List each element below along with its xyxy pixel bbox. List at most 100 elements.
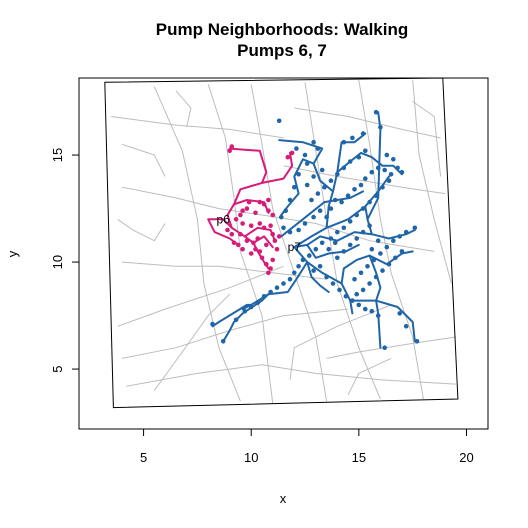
path-p6-4 xyxy=(207,218,240,246)
case-point-p7-79 xyxy=(403,229,409,235)
path-p7-12 xyxy=(222,293,270,343)
case-point-p7-71 xyxy=(352,276,357,282)
case-point-p6-19 xyxy=(238,231,243,237)
case-point-p7-81 xyxy=(399,249,405,254)
case-point-p6-22 xyxy=(253,246,258,252)
case-point-p7-66 xyxy=(375,313,381,318)
path-p7-18 xyxy=(306,261,330,293)
case-point-p6-25 xyxy=(231,240,237,246)
case-point-p6-15 xyxy=(261,225,267,231)
case-point-p7-4 xyxy=(315,146,321,151)
case-point-p7-54 xyxy=(242,309,248,314)
chart-title: Pump Neighborhoods: Walking xyxy=(156,20,408,39)
case-point-p6-23 xyxy=(257,249,263,254)
case-point-p6-29 xyxy=(264,261,269,267)
path-p7-0 xyxy=(293,175,390,249)
x-tick-label-2: 15 xyxy=(352,450,366,465)
case-point-p7-70 xyxy=(397,311,403,316)
case-point-p7-15 xyxy=(311,214,316,220)
case-point-p7-22 xyxy=(352,187,357,192)
pump-labels: p6 p7 xyxy=(217,212,302,254)
case-point-p6-37 xyxy=(255,236,260,241)
path-p6-3 xyxy=(228,147,268,184)
case-point-p7-91 xyxy=(360,131,366,136)
case-point-p7-115 xyxy=(311,268,316,273)
case-point-p7-89 xyxy=(341,139,347,145)
case-point-p6-26 xyxy=(240,246,245,252)
case-point-p6-4 xyxy=(266,197,271,203)
street-21 xyxy=(175,90,192,128)
case-point-p6-13 xyxy=(248,223,254,228)
street-6 xyxy=(207,84,274,404)
case-point-p7-20 xyxy=(339,199,344,205)
case-point-p6-0 xyxy=(227,148,232,154)
case-point-p7-43 xyxy=(307,253,312,258)
case-point-p7-85 xyxy=(373,274,379,280)
case-point-p7-42 xyxy=(313,246,319,252)
case-point-p7-84 xyxy=(380,268,385,273)
case-point-p7-117 xyxy=(332,240,338,246)
case-point-p7-65 xyxy=(369,309,375,314)
case-point-p7-118 xyxy=(369,246,375,252)
case-point-p7-1 xyxy=(294,146,299,151)
case-point-p7-50 xyxy=(268,289,273,295)
case-point-p7-111 xyxy=(354,236,360,241)
street-9 xyxy=(358,80,424,400)
case-point-p7-49 xyxy=(274,285,280,291)
case-point-p7-110 xyxy=(347,242,353,248)
case-point-p7-28 xyxy=(388,172,394,177)
y-tick-label-0: 5 xyxy=(50,365,65,372)
case-point-p6-3 xyxy=(285,154,291,160)
case-point-p6-10 xyxy=(238,212,243,218)
case-point-p7-8 xyxy=(287,197,293,203)
x-tick-label-1: 10 xyxy=(244,450,258,465)
case-point-p7-119 xyxy=(375,238,381,243)
case-point-p7-88 xyxy=(354,291,360,297)
path-p7-10 xyxy=(349,299,416,343)
case-point-p7-74 xyxy=(371,257,377,263)
case-point-p7-37 xyxy=(347,219,353,224)
case-point-p7-75 xyxy=(378,251,383,256)
case-point-p7-106 xyxy=(391,157,396,162)
case-point-p7-33 xyxy=(373,193,379,198)
x-tick-label-0: 5 xyxy=(140,450,147,465)
case-point-p7-39 xyxy=(335,229,340,235)
case-point-p6-2 xyxy=(289,150,295,156)
case-point-p7-67 xyxy=(382,345,388,351)
case-point-p7-41 xyxy=(319,240,325,246)
case-point-p7-78 xyxy=(397,234,403,239)
street-12 xyxy=(283,165,445,195)
case-point-p7-29 xyxy=(395,165,400,171)
street-0 xyxy=(111,116,284,139)
case-point-p6-34 xyxy=(276,234,282,239)
case-point-p7-46 xyxy=(292,270,297,276)
case-point-p7-36 xyxy=(354,212,360,218)
street-20 xyxy=(347,357,392,396)
street-18 xyxy=(121,143,166,177)
path-p6-2 xyxy=(233,151,294,206)
street-15 xyxy=(153,293,231,391)
street-7 xyxy=(250,84,328,402)
path-p6-0 xyxy=(222,218,270,270)
case-point-p6-35 xyxy=(225,227,230,233)
case-point-p7-12 xyxy=(287,229,293,235)
case-point-p7-58 xyxy=(324,274,329,280)
street-network xyxy=(111,80,456,404)
case-point-p7-6 xyxy=(296,172,301,177)
case-point-p6-40 xyxy=(253,210,258,216)
case-points xyxy=(210,109,420,351)
case-point-p7-73 xyxy=(365,264,370,269)
case-point-p7-30 xyxy=(399,169,405,175)
case-point-p7-104 xyxy=(311,174,316,179)
case-point-p7-0 xyxy=(276,118,282,124)
case-point-p7-95 xyxy=(356,154,362,160)
path-p7-17 xyxy=(323,190,365,204)
x-axis: 5 10 15 20 xyxy=(140,429,474,465)
case-point-p7-76 xyxy=(384,244,390,250)
street-14 xyxy=(126,364,456,387)
case-point-p6-21 xyxy=(251,240,256,246)
case-point-p6-28 xyxy=(259,255,265,261)
case-point-p7-61 xyxy=(343,294,349,299)
case-point-p6-36 xyxy=(229,231,235,237)
case-point-p7-92 xyxy=(373,109,379,115)
